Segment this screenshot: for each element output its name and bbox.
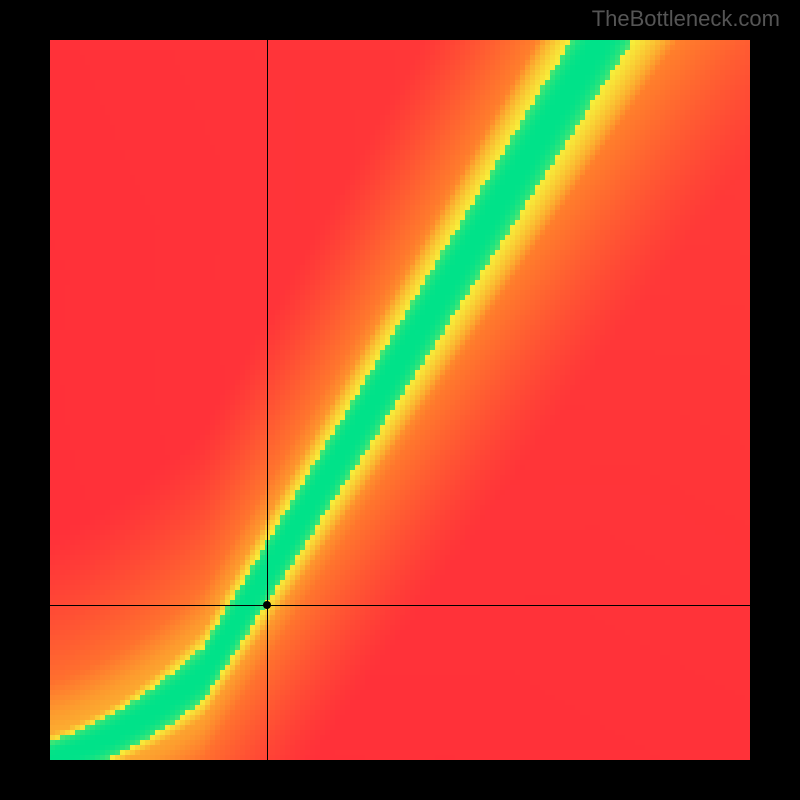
watermark-text: TheBottleneck.com xyxy=(592,6,780,32)
crosshair-vertical xyxy=(267,40,268,760)
heatmap-canvas xyxy=(50,40,750,760)
chart-container: TheBottleneck.com xyxy=(0,0,800,800)
crosshair-horizontal xyxy=(50,605,750,606)
plot-area xyxy=(50,40,750,760)
